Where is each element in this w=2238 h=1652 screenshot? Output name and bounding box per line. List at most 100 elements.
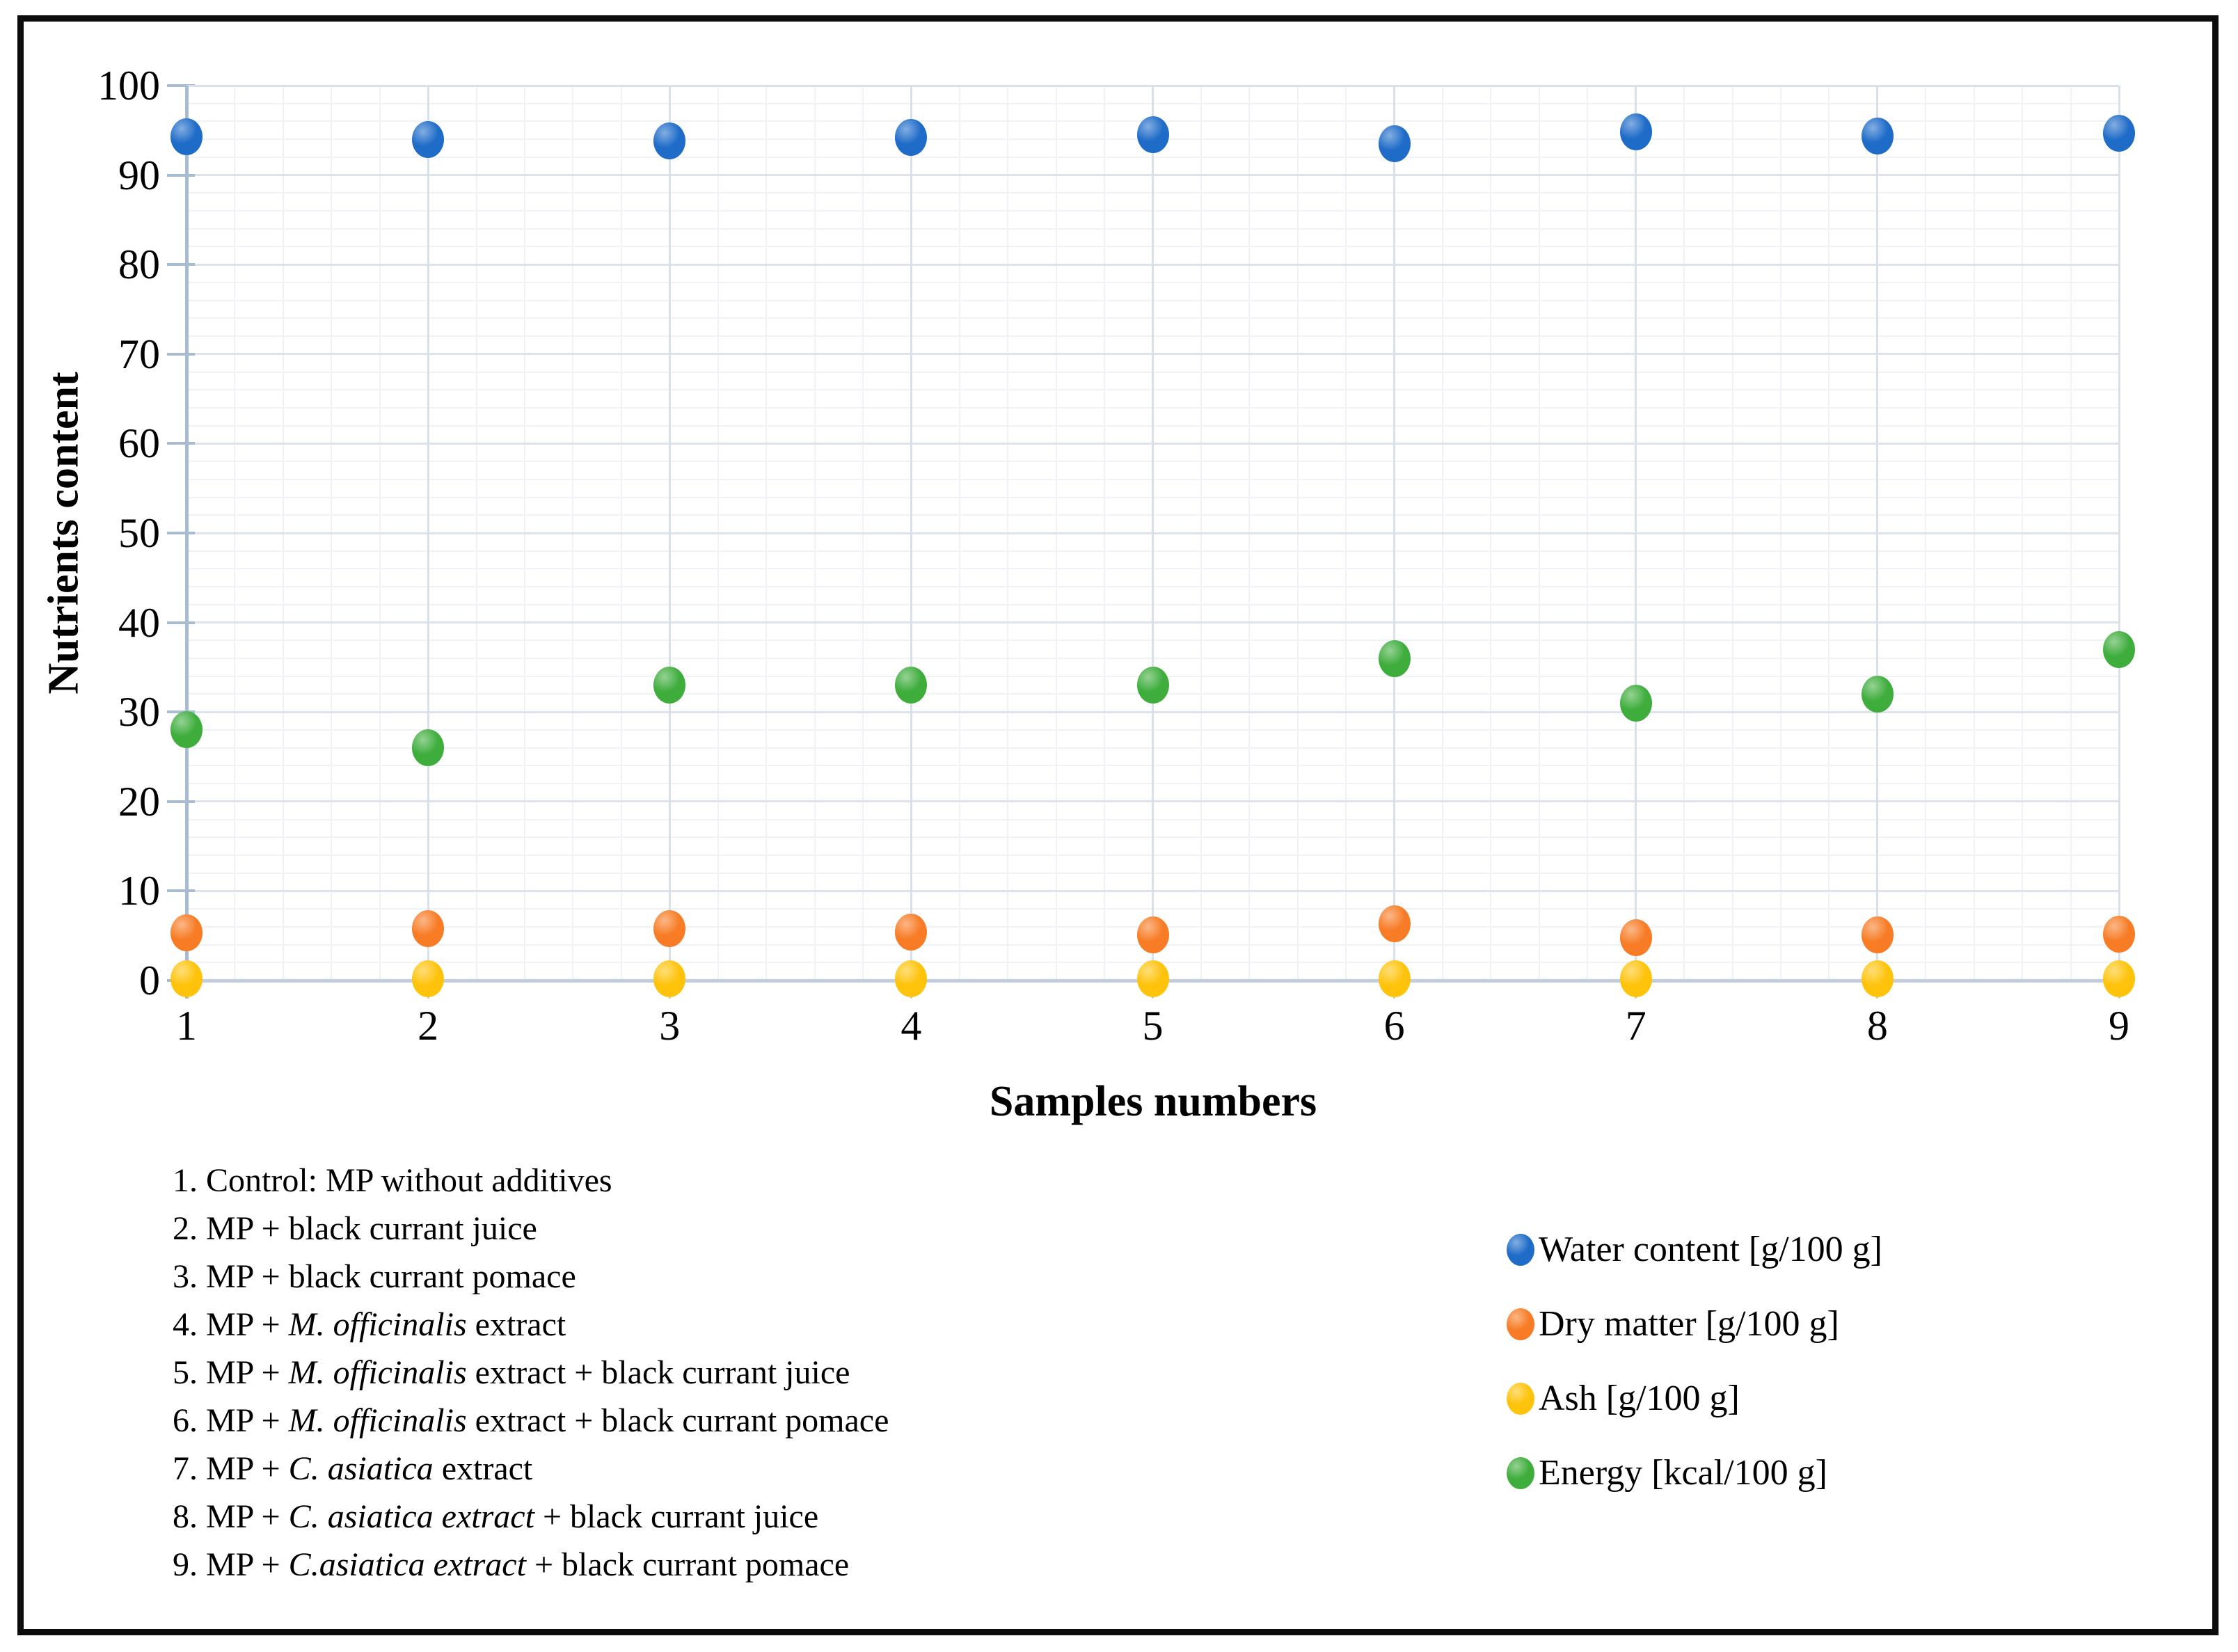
sample-description-line: 6. MP + M. officinalis extract + black c… — [173, 1397, 889, 1445]
y-tick-label: 30 — [118, 689, 160, 736]
y-axis-tick — [167, 621, 195, 624]
legend-marker-icon — [1507, 1308, 1534, 1340]
data-point-ash — [412, 960, 445, 997]
latin-name-italic: M. officinalis — [288, 1402, 467, 1439]
data-point-ash — [653, 960, 686, 997]
gridline-major-v — [668, 86, 671, 980]
legend-label: Water content [g/100 g] — [1539, 1230, 1882, 1269]
data-point-water — [1619, 113, 1652, 151]
sample-description-line: 7. MP + C. asiatica extract — [173, 1445, 889, 1493]
y-axis-tick — [167, 352, 195, 356]
legend-marker-icon — [1507, 1382, 1534, 1415]
y-tick-label: 90 — [118, 152, 160, 198]
data-point-energy — [1619, 684, 1652, 722]
y-tick-label: 50 — [118, 510, 160, 556]
data-point-dry-matter — [2103, 915, 2135, 953]
data-point-dry-matter — [653, 910, 686, 947]
data-point-energy — [2103, 630, 2135, 668]
data-point-dry-matter — [895, 914, 928, 951]
data-point-dry-matter — [170, 914, 203, 952]
data-point-energy — [170, 711, 203, 749]
gridline-major-v — [910, 86, 912, 980]
data-point-energy — [1378, 640, 1411, 677]
y-tick-label: 70 — [118, 331, 160, 377]
legend-item: Water content [g/100 g] — [1507, 1212, 1882, 1287]
description-text: 3. MP + black currant pomace — [173, 1258, 576, 1295]
y-axis-tick — [167, 84, 195, 87]
data-point-energy — [412, 729, 445, 767]
x-tick-label: 1 — [176, 1003, 197, 1049]
description-text: 9. MP + — [173, 1546, 289, 1583]
sample-description-line: 8. MP + C. asiatica extract + black curr… — [173, 1493, 889, 1541]
description-text: extract + black currant pomace — [466, 1402, 889, 1439]
y-axis-tick — [167, 263, 195, 267]
data-point-dry-matter — [412, 910, 445, 947]
gridline-major-v — [2118, 86, 2120, 980]
data-point-water — [895, 119, 928, 157]
legend-marker-icon — [1507, 1233, 1534, 1266]
legend-item: Dry matter [g/100 g] — [1507, 1287, 1882, 1361]
data-point-dry-matter — [1619, 919, 1652, 956]
description-text: + black currant pomace — [525, 1546, 850, 1583]
y-tick-label: 80 — [118, 241, 160, 288]
data-point-energy — [1861, 675, 1894, 713]
x-tick-label: 9 — [2109, 1003, 2129, 1049]
description-text: 5. MP + — [173, 1354, 289, 1391]
description-text: 7. MP + — [173, 1450, 289, 1487]
y-tick-label: 40 — [118, 599, 160, 646]
y-axis-tick — [167, 442, 195, 445]
gridline-major-v — [1876, 86, 1879, 980]
legend-marker-icon — [1507, 1456, 1534, 1489]
data-point-ash — [1378, 960, 1411, 997]
data-point-water — [170, 118, 203, 155]
sample-description-line: 3. MP + black currant pomace — [173, 1253, 889, 1301]
data-point-water — [412, 120, 445, 158]
sample-description-line: 1. Control: MP without additives — [173, 1157, 889, 1205]
data-point-dry-matter — [1378, 905, 1411, 943]
description-text: + black currant juice — [534, 1498, 819, 1535]
sample-description-line: 2. MP + black currant juice — [173, 1205, 889, 1253]
y-axis-tick — [167, 800, 195, 803]
x-tick-label: 7 — [1625, 1003, 1646, 1049]
chart-legend: Water content [g/100 g] Dry matter [g/100… — [1507, 1212, 1882, 1510]
sample-descriptions: 1. Control: MP without additives 2. MP + … — [173, 1157, 889, 1589]
gridline-major-v — [427, 86, 429, 980]
sample-description-line: 9. MP + C.asiatica extract + black curra… — [173, 1541, 889, 1589]
x-tick-label: 8 — [1866, 1003, 1888, 1049]
sample-description-line: 4. MP + M. officinalis extract — [173, 1301, 889, 1349]
legend-item: Ash [g/100 g] — [1507, 1361, 1882, 1436]
latin-name-italic: C.asiatica extract — [288, 1546, 526, 1583]
gridline-major-v — [1393, 86, 1396, 980]
description-text: 8. MP + — [173, 1498, 289, 1535]
data-point-water — [1861, 117, 1894, 154]
data-point-water — [653, 122, 686, 160]
data-point-water — [2103, 114, 2135, 152]
data-point-dry-matter — [1136, 916, 1169, 953]
y-axis-tick — [167, 889, 195, 893]
figure-border — [17, 15, 2219, 1635]
y-tick-label: 60 — [118, 420, 160, 467]
legend-label: Energy [kcal/100 g] — [1539, 1453, 1827, 1493]
latin-name-italic: C. asiatica — [288, 1450, 434, 1487]
description-text: 1. Control: MP without additives — [173, 1162, 612, 1199]
y-tick-label: 20 — [118, 778, 160, 825]
latin-name-italic: M. officinalis — [288, 1354, 467, 1391]
data-point-ash — [2103, 960, 2135, 997]
data-point-ash — [170, 960, 203, 997]
x-axis-title: Samples numbers — [989, 1078, 1317, 1125]
data-point-energy — [895, 667, 928, 704]
data-point-ash — [1861, 960, 1894, 997]
data-point-energy — [1136, 667, 1169, 704]
latin-name-italic: M. officinalis — [288, 1306, 467, 1343]
data-point-water — [1378, 125, 1411, 163]
legend-label: Ash [g/100 g] — [1539, 1379, 1740, 1418]
y-axis-tick — [167, 532, 195, 534]
data-point-ash — [1619, 960, 1652, 997]
x-tick-label: 2 — [418, 1003, 439, 1049]
data-point-ash — [1136, 960, 1169, 997]
description-text: extract — [466, 1306, 566, 1343]
x-tick-label: 5 — [1142, 1003, 1164, 1049]
y-tick-label: 0 — [139, 958, 160, 1003]
legend-label: Dry matter [g/100 g] — [1539, 1304, 1839, 1344]
data-point-dry-matter — [1861, 916, 1894, 953]
